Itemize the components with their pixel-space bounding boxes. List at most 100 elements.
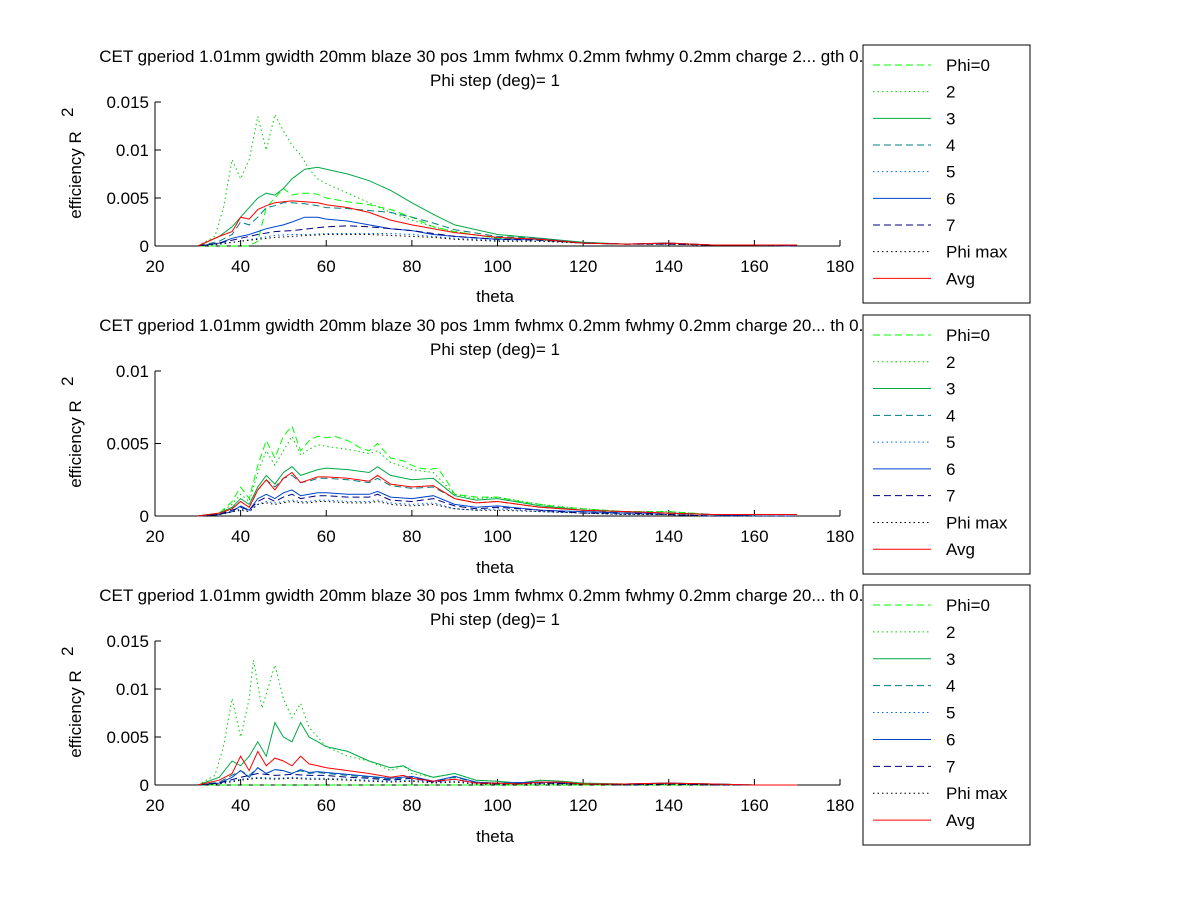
legend-label: 2: [946, 353, 955, 372]
x-tick-label: 160: [740, 796, 768, 815]
legend-label: 3: [946, 380, 955, 399]
x-tick-label: 140: [655, 527, 683, 546]
series-line-2: [197, 113, 798, 247]
x-tick-label: 120: [569, 796, 597, 815]
x-tick-label: 80: [402, 527, 421, 546]
y-tick-label: 0.005: [106, 728, 149, 747]
legend-label: 2: [946, 623, 955, 642]
subplot-0-ylabel-sup: 2: [58, 108, 77, 117]
y-tick-label: 0: [140, 507, 149, 526]
legend-label: 6: [946, 730, 955, 749]
legend-label: 7: [946, 216, 955, 235]
x-tick-label: 60: [317, 796, 336, 815]
subplot-2: CET gperiod 1.01mm gwidth 20mm blaze 30 …: [58, 584, 1031, 846]
legend-label: Phi=0: [946, 56, 990, 75]
subplot-2-xlabel: theta: [476, 827, 514, 846]
legend-box: [862, 44, 1031, 304]
legend-label: 6: [946, 460, 955, 479]
subplot-1-ylabel: efficiency R: [66, 400, 85, 488]
subplot-2-ylabel-sup: 2: [58, 647, 77, 656]
legend-label: Avg: [946, 811, 975, 830]
x-tick-label: 120: [569, 527, 597, 546]
legend-label: 4: [946, 406, 955, 425]
x-tick-label: 140: [655, 796, 683, 815]
legend-label: 5: [946, 704, 955, 723]
subplot-0-ylabel: efficiency R: [66, 131, 85, 219]
legend-label: 5: [946, 433, 955, 452]
subplot-0-subtitle: Phi step (deg)= 1: [430, 71, 560, 90]
x-tick-label: 160: [740, 527, 768, 546]
series-line-avg: [197, 200, 798, 247]
legend-label: Phi max: [946, 784, 1008, 803]
series-line-3: [197, 721, 798, 786]
legend-label: 4: [946, 136, 955, 155]
subplot-1: CET gperiod 1.01mm gwidth 20mm blaze 30 …: [58, 314, 1031, 577]
y-tick-label: 0: [140, 237, 149, 256]
x-tick-label: 180: [826, 527, 854, 546]
series-line-7: [197, 493, 798, 517]
subplot-0-title: CET gperiod 1.01mm gwidth 20mm blaze 30 …: [99, 47, 890, 66]
subplot-2-plot-area: 20 40 60 80 100 120 140 160 180 0 0.005 0.01 0.015: [106, 632, 854, 815]
legend-label: Avg: [946, 540, 975, 559]
series-line-phi-max: [197, 500, 798, 517]
y-tick-label: 0.01: [116, 680, 149, 699]
legend-label: 3: [946, 650, 955, 669]
legend-label: 7: [946, 757, 955, 776]
subplot-0-xlabel: theta: [476, 287, 514, 306]
subplot-1-subtitle: Phi step (deg)= 1: [430, 340, 560, 359]
subplot-1-ylabel-sup: 2: [58, 377, 77, 386]
x-tick-label: 100: [483, 796, 511, 815]
subplot-1-legend: Phi=0 2 3 4 5 6 7 Phi max Avg: [862, 314, 1031, 575]
x-tick-label: 100: [483, 257, 511, 276]
subplot-0-plot-area: 20 40 60 80 100 120 140 160 180 0 0.005 0.01 0.015: [106, 93, 854, 276]
legend-label: 5: [946, 163, 955, 182]
y-tick-label: 0.005: [106, 189, 149, 208]
x-tick-label: 20: [146, 527, 165, 546]
y-tick-label: 0.005: [106, 435, 149, 454]
series-line-avg: [197, 750, 798, 786]
x-tick-label: 140: [655, 257, 683, 276]
legend-label: Phi=0: [946, 326, 990, 345]
x-tick-label: 40: [231, 796, 250, 815]
y-tick-label: 0.015: [106, 93, 149, 112]
subplot-2-ylabel-group: efficiency R 2: [58, 647, 85, 758]
subplot-2-title: CET gperiod 1.01mm gwidth 20mm blaze 30 …: [99, 586, 890, 605]
legend-label: 7: [946, 487, 955, 506]
subplot-1-title: CET gperiod 1.01mm gwidth 20mm blaze 30 …: [99, 316, 890, 335]
x-tick-label: 40: [231, 527, 250, 546]
x-tick-label: 80: [402, 796, 421, 815]
subplot-0: CET gperiod 1.01mm gwidth 20mm blaze 30 …: [58, 44, 1031, 306]
x-tick-label: 20: [146, 796, 165, 815]
series-line-phi-0: [197, 425, 798, 517]
legend-label: Phi=0: [946, 596, 990, 615]
y-tick-label: 0.01: [116, 362, 149, 381]
subplot-2-subtitle: Phi step (deg)= 1: [430, 610, 560, 629]
x-tick-label: 60: [317, 527, 336, 546]
legend-label: 3: [946, 109, 955, 128]
legend-box: [862, 584, 1031, 846]
subplot-1-plot-area: 20 40 60 80 100 120 140 160 180 0 0.005 0.01: [106, 362, 854, 546]
legend-label: 2: [946, 83, 955, 102]
subplot-1-ylabel-group: efficiency R 2: [58, 377, 85, 488]
x-tick-label: 120: [569, 257, 597, 276]
legend-label: Avg: [946, 269, 975, 288]
subplot-0-legend: Phi=0 2 3 4 5 6 7 Phi max Avg: [862, 44, 1031, 304]
series-line-2: [197, 435, 798, 517]
legend-label: 4: [946, 677, 955, 696]
y-tick-label: 0: [140, 776, 149, 795]
subplot-2-ylabel: efficiency R: [66, 670, 85, 758]
y-tick-label: 0.01: [116, 141, 149, 160]
legend-label: Phi max: [946, 513, 1008, 532]
x-tick-label: 180: [826, 257, 854, 276]
x-tick-label: 80: [402, 257, 421, 276]
x-tick-label: 20: [146, 257, 165, 276]
x-tick-label: 180: [826, 796, 854, 815]
series-line-6: [197, 489, 798, 517]
subplot-2-legend: Phi=0 2 3 4 5 6 7 Phi max Avg: [862, 584, 1031, 846]
series-line-phi-0: [197, 187, 798, 247]
legend-label: Phi max: [946, 243, 1008, 262]
x-tick-label: 60: [317, 257, 336, 276]
x-tick-label: 100: [483, 527, 511, 546]
x-tick-label: 40: [231, 257, 250, 276]
legend-box: [862, 314, 1031, 575]
